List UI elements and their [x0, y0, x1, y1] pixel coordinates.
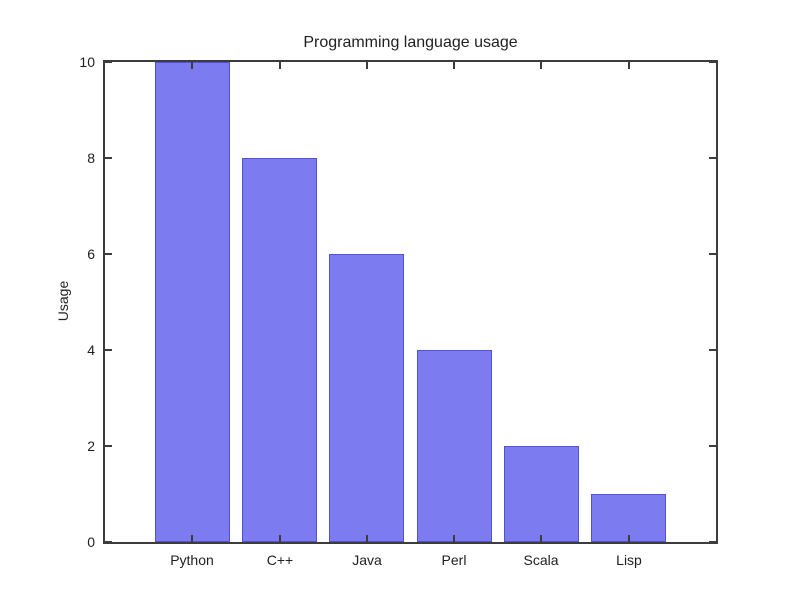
x-tick-top [540, 62, 542, 69]
x-tick-bottom [453, 535, 455, 542]
y-tick-left [105, 445, 112, 447]
y-tick-label: 8 [87, 150, 95, 166]
y-tick-right [709, 349, 716, 351]
y-tick-right [709, 61, 716, 63]
bar-scala [504, 446, 579, 542]
x-tick-bottom [628, 535, 630, 542]
y-tick-left [105, 349, 112, 351]
y-tick-left [105, 541, 112, 543]
y-tick-right [709, 445, 716, 447]
chart-title: Programming language usage [303, 34, 518, 51]
x-tick-top [453, 62, 455, 69]
x-tick-label: Perl [441, 552, 467, 568]
bar-python [155, 62, 230, 542]
y-tick-left [105, 157, 112, 159]
y-tick-label: 10 [79, 54, 95, 70]
x-tick-label: Scala [523, 552, 559, 568]
bar-java [329, 254, 404, 542]
bar-c++ [242, 158, 317, 542]
bar-lisp [591, 494, 666, 542]
y-axis-label: Usage [55, 280, 71, 322]
x-tick-label: C++ [266, 552, 294, 568]
y-tick-right [709, 253, 716, 255]
x-tick-top [628, 62, 630, 69]
x-tick-top [279, 62, 281, 69]
y-tick-label: 0 [87, 534, 95, 550]
x-tick-bottom [279, 535, 281, 542]
x-tick-top [191, 62, 193, 69]
bar-perl [417, 350, 492, 542]
x-tick-bottom [191, 535, 193, 542]
y-tick-right [709, 157, 716, 159]
x-tick-bottom [540, 535, 542, 542]
y-tick-label: 4 [87, 342, 95, 358]
y-tick-left [105, 61, 112, 63]
y-tick-label: 2 [87, 438, 95, 454]
x-tick-label: Python [170, 552, 214, 568]
plot-area [103, 60, 718, 544]
x-tick-label: Lisp [616, 552, 642, 568]
y-tick-label: 6 [87, 246, 95, 262]
x-tick-top [366, 62, 368, 69]
x-tick-bottom [366, 535, 368, 542]
y-tick-right [709, 541, 716, 543]
y-tick-left [105, 253, 112, 255]
x-tick-label: Java [352, 552, 382, 568]
